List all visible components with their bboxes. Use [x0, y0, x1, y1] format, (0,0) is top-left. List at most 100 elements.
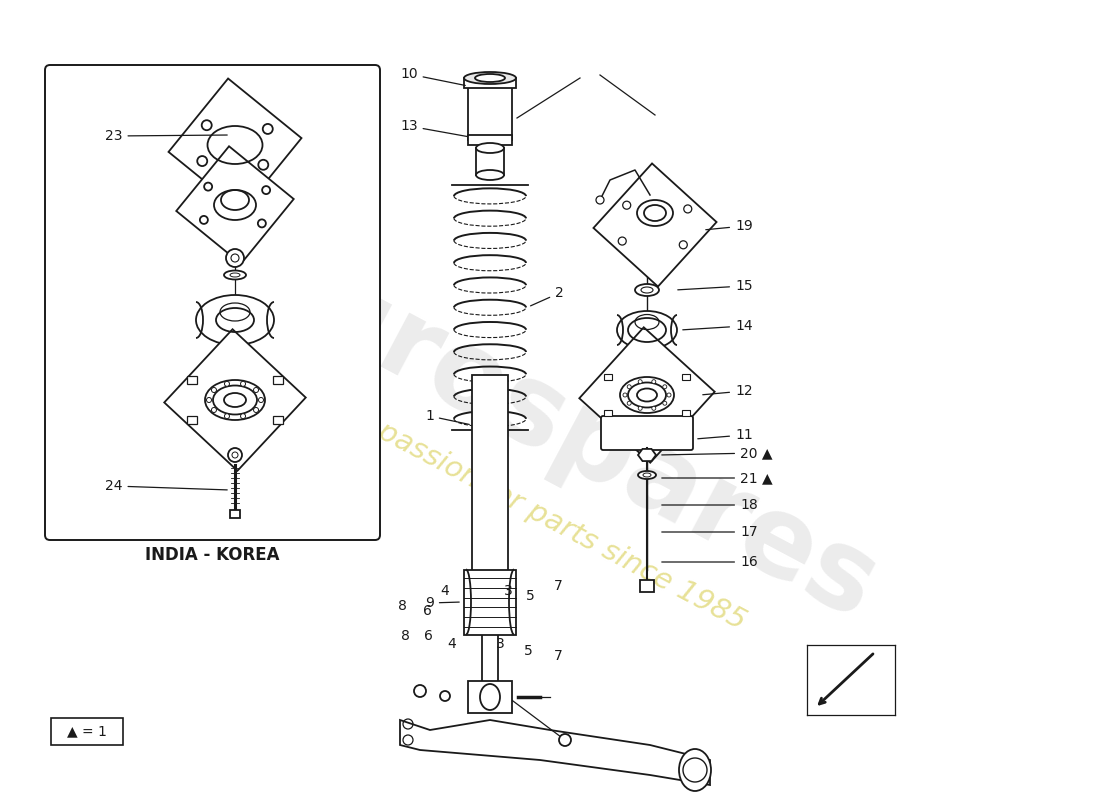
Circle shape: [228, 448, 242, 462]
Polygon shape: [468, 135, 512, 145]
Ellipse shape: [641, 287, 653, 293]
Circle shape: [663, 402, 667, 406]
Bar: [604, 410, 612, 416]
Circle shape: [197, 156, 207, 166]
Text: 16: 16: [662, 555, 758, 569]
Text: 8: 8: [397, 599, 406, 613]
Text: 12: 12: [703, 384, 752, 398]
Text: ▲ = 1: ▲ = 1: [67, 724, 107, 738]
Text: 11: 11: [697, 428, 752, 442]
Ellipse shape: [475, 74, 505, 82]
Text: 19: 19: [706, 219, 752, 233]
Bar: [187, 416, 197, 424]
Polygon shape: [580, 327, 715, 462]
Circle shape: [263, 124, 273, 134]
Ellipse shape: [476, 143, 504, 153]
Circle shape: [684, 205, 692, 213]
Text: INDIA - KOREA: INDIA - KOREA: [145, 546, 279, 564]
Text: 24: 24: [104, 479, 228, 493]
Bar: [682, 374, 691, 380]
Circle shape: [627, 402, 631, 406]
Circle shape: [241, 382, 245, 386]
Text: 5: 5: [526, 589, 535, 603]
Text: 21 ▲: 21 ▲: [662, 471, 772, 485]
Circle shape: [618, 237, 626, 245]
Ellipse shape: [224, 270, 246, 279]
Polygon shape: [464, 78, 516, 88]
Text: 13: 13: [400, 119, 468, 137]
Circle shape: [667, 393, 671, 397]
Polygon shape: [176, 146, 294, 264]
Text: 5: 5: [524, 644, 532, 658]
Circle shape: [627, 385, 631, 389]
Circle shape: [258, 160, 268, 170]
Ellipse shape: [637, 200, 673, 226]
Ellipse shape: [476, 170, 504, 180]
Text: 8: 8: [400, 629, 409, 643]
Text: a passion for parts since 1985: a passion for parts since 1985: [349, 404, 751, 636]
Polygon shape: [594, 163, 716, 286]
FancyBboxPatch shape: [45, 65, 380, 540]
Circle shape: [224, 382, 230, 386]
Ellipse shape: [635, 284, 659, 296]
Bar: [273, 416, 283, 424]
Circle shape: [652, 380, 656, 384]
Text: 15: 15: [678, 279, 752, 293]
Circle shape: [440, 691, 450, 701]
Text: 1: 1: [425, 409, 470, 425]
Text: 6: 6: [424, 629, 432, 643]
Text: 17: 17: [662, 525, 758, 539]
Circle shape: [623, 202, 630, 210]
Bar: [682, 410, 691, 416]
Text: 3: 3: [496, 637, 505, 651]
Text: 9: 9: [425, 596, 459, 610]
Text: eurospares: eurospares: [224, 218, 895, 642]
Circle shape: [680, 241, 688, 249]
Circle shape: [257, 219, 266, 227]
Circle shape: [211, 387, 217, 393]
Circle shape: [559, 734, 571, 746]
Circle shape: [258, 398, 264, 402]
Polygon shape: [468, 598, 512, 615]
Circle shape: [663, 385, 667, 389]
Circle shape: [253, 407, 258, 413]
Bar: [604, 374, 612, 380]
Circle shape: [205, 182, 212, 190]
Polygon shape: [640, 580, 654, 592]
Polygon shape: [230, 510, 240, 518]
Text: 23: 23: [104, 129, 228, 143]
Text: 7: 7: [553, 649, 562, 663]
Polygon shape: [468, 681, 512, 713]
Circle shape: [226, 249, 244, 267]
Ellipse shape: [679, 749, 711, 791]
Ellipse shape: [617, 311, 676, 349]
Text: 2: 2: [530, 286, 563, 306]
Text: 4: 4: [441, 584, 450, 598]
Polygon shape: [476, 148, 504, 175]
Circle shape: [623, 393, 627, 397]
Circle shape: [638, 380, 642, 384]
Ellipse shape: [638, 471, 656, 479]
Circle shape: [207, 398, 211, 402]
Ellipse shape: [644, 473, 651, 477]
Circle shape: [201, 120, 211, 130]
Text: 4: 4: [448, 637, 456, 651]
Polygon shape: [464, 570, 516, 635]
Polygon shape: [164, 330, 306, 470]
FancyBboxPatch shape: [51, 718, 123, 745]
Text: 3: 3: [504, 584, 513, 598]
Circle shape: [241, 414, 245, 418]
Circle shape: [200, 216, 208, 224]
Circle shape: [652, 406, 656, 410]
Ellipse shape: [196, 295, 274, 345]
Circle shape: [253, 387, 258, 393]
Circle shape: [596, 196, 604, 204]
Ellipse shape: [464, 72, 516, 84]
FancyBboxPatch shape: [601, 416, 693, 450]
Polygon shape: [482, 615, 498, 690]
Circle shape: [414, 685, 426, 697]
Bar: [273, 376, 283, 384]
Polygon shape: [400, 720, 710, 785]
Polygon shape: [638, 449, 656, 461]
Text: 18: 18: [662, 498, 758, 512]
